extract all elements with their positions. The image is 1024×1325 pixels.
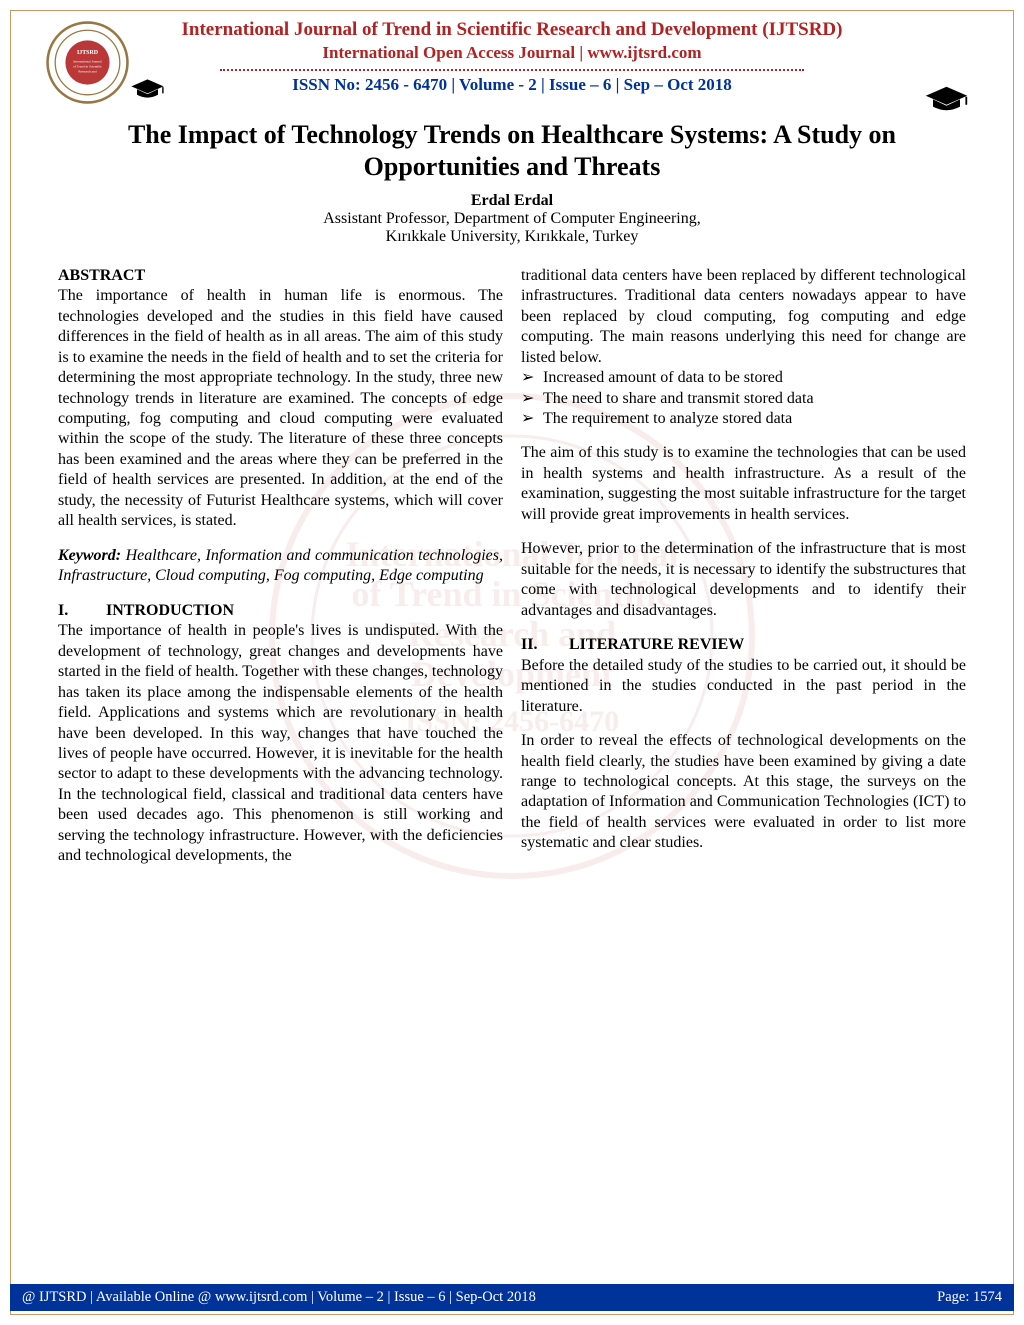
bullet-item: ➢Increased amount of data to be stored: [521, 368, 966, 388]
lit-title: LITERATURE REVIEW: [569, 636, 744, 653]
journal-header: IJTSRD International Journal of Trend in…: [0, 0, 1024, 103]
journal-logo-icon: IJTSRD International Journal of Trend in…: [45, 20, 130, 105]
intro-heading: I.INTRODUCTION: [58, 601, 503, 621]
bullet-icon: ➢: [521, 409, 543, 429]
keyword-text: Healthcare, Information and communicatio…: [58, 547, 503, 584]
intro-title: INTRODUCTION: [106, 602, 234, 619]
left-column: ABSTRACT The importance of health in hum…: [58, 266, 503, 867]
right-column: traditional data centers have been repla…: [521, 266, 966, 867]
bullet-item: ➢The need to share and transmit stored d…: [521, 389, 966, 409]
bullet-icon: ➢: [521, 389, 543, 409]
lit-number: II.: [521, 635, 569, 655]
keywords: Keyword: Healthcare, Information and com…: [58, 546, 503, 587]
bullet-item: ➢The requirement to analyze stored data: [521, 409, 966, 429]
graduation-cap-icon: [924, 85, 969, 115]
svg-text:Research and: Research and: [78, 70, 96, 74]
bullet-text: Increased amount of data to be stored: [543, 368, 783, 388]
bullet-text: The need to share and transmit stored da…: [543, 389, 814, 409]
col2-para1: traditional data centers have been repla…: [521, 266, 966, 368]
lit-para2: In order to reveal the effects of techno…: [521, 731, 966, 854]
bullet-text: The requirement to analyze stored data: [543, 409, 792, 429]
journal-subtitle: International Open Access Journal | www.…: [50, 43, 974, 63]
intro-number: I.: [58, 601, 106, 621]
lit-heading: II.LITERATURE REVIEW: [521, 635, 966, 655]
abstract-body: The importance of health in human life i…: [58, 286, 503, 532]
footer-left: @ IJTSRD | Available Online @ www.ijtsrd…: [22, 1289, 536, 1306]
svg-text:of Trend in Scientific: of Trend in Scientific: [73, 65, 102, 69]
lit-para1: Before the detailed study of the studies…: [521, 656, 966, 717]
keyword-label: Keyword:: [58, 547, 121, 564]
col2-para2: The aim of this study is to examine the …: [521, 443, 966, 525]
graduation-cap-left-icon: [130, 78, 165, 102]
intro-body: The importance of health in people's liv…: [58, 621, 503, 867]
abstract-heading: ABSTRACT: [58, 266, 503, 286]
svg-text:International Journal: International Journal: [73, 59, 101, 63]
col2-para3: However, prior to the determination of t…: [521, 539, 966, 621]
issue-info: ISSN No: 2456 - 6470 | Volume - 2 | Issu…: [50, 75, 974, 95]
header-divider: [220, 69, 804, 71]
footer-right: Page: 1574: [937, 1289, 1002, 1306]
content-columns: International Journal of Trend in Scient…: [0, 266, 1024, 867]
bullet-icon: ➢: [521, 368, 543, 388]
page-footer: @ IJTSRD | Available Online @ www.ijtsrd…: [10, 1284, 1014, 1311]
svg-text:IJTSRD: IJTSRD: [77, 50, 98, 56]
journal-title: International Journal of Trend in Scient…: [50, 18, 974, 43]
